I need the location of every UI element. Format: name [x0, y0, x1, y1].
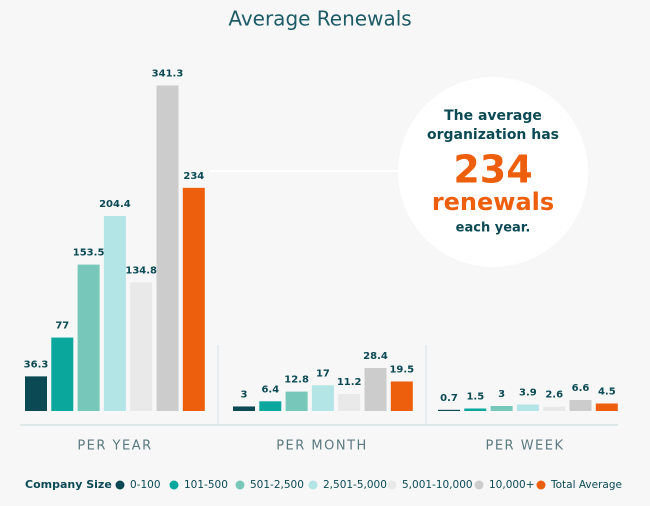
value-label: 17	[316, 368, 330, 379]
value-label: 134.8	[125, 265, 157, 276]
bar	[543, 406, 566, 411]
bar	[338, 394, 361, 411]
value-label: 77	[55, 321, 69, 332]
legend-label: Total Average	[550, 479, 622, 491]
group-label: PER YEAR	[77, 439, 152, 454]
bar	[285, 391, 308, 411]
legend-swatch	[536, 480, 546, 490]
value-label: 6.4	[261, 384, 279, 395]
bar	[569, 400, 592, 411]
callout-text: each year.	[456, 221, 531, 236]
value-label: 1.5	[466, 392, 484, 403]
bar	[233, 406, 255, 411]
bar	[182, 187, 205, 411]
bar	[311, 385, 334, 411]
value-label: 4.5	[598, 387, 616, 398]
legend-title: Company Size	[25, 478, 112, 491]
legend-swatch	[169, 480, 179, 490]
callout-text: renewals	[432, 188, 554, 216]
legend-swatch	[235, 480, 245, 490]
legend-swatch	[474, 480, 484, 490]
bar	[130, 282, 153, 411]
value-label: 204.4	[99, 199, 131, 210]
bar	[464, 408, 487, 411]
value-label: 19.5	[389, 364, 414, 375]
legend-label: 5,001-10,000	[402, 479, 473, 491]
bar	[516, 404, 539, 411]
value-label: 12.8	[284, 375, 309, 386]
callout-circle	[398, 77, 588, 267]
legend-label: 101-500	[184, 479, 228, 491]
legend-label: 501-2,500	[250, 479, 304, 491]
value-label: 36.3	[24, 359, 49, 370]
legend-swatch	[115, 480, 125, 490]
bar	[103, 216, 126, 411]
callout-text: organization has	[427, 127, 559, 143]
callout-highlight: 234	[453, 148, 532, 192]
bar	[490, 406, 513, 411]
legend-label: 0-100	[130, 479, 161, 491]
chart-title: Average Renewals	[228, 7, 411, 31]
legend-swatch	[308, 480, 318, 490]
value-label: 11.2	[337, 377, 362, 388]
value-label: 341.3	[152, 68, 184, 79]
value-label: 153.5	[73, 248, 105, 259]
legend-swatch	[387, 480, 397, 490]
value-label: 6.6	[572, 383, 590, 394]
bar	[595, 403, 618, 411]
bar	[25, 376, 47, 411]
bar	[390, 381, 413, 411]
value-label: 2.6	[545, 390, 563, 401]
group-label: PER MONTH	[276, 439, 368, 454]
bar	[156, 85, 179, 411]
value-label: 3.9	[519, 388, 537, 399]
value-label: 28.4	[363, 351, 388, 362]
value-label: 3	[498, 389, 505, 400]
bar	[77, 264, 100, 411]
group-label: PER WEEK	[485, 439, 564, 454]
bar	[438, 409, 460, 411]
value-label: 3	[241, 389, 248, 400]
bar	[364, 368, 387, 411]
value-label: 234	[183, 171, 204, 182]
bar	[259, 401, 282, 411]
bar	[51, 337, 74, 411]
legend-label: 2,501-5,000	[323, 479, 387, 491]
legend-label: 10,000+	[489, 479, 535, 491]
value-label: 0.7	[440, 393, 458, 404]
callout-text: The average	[444, 108, 542, 124]
